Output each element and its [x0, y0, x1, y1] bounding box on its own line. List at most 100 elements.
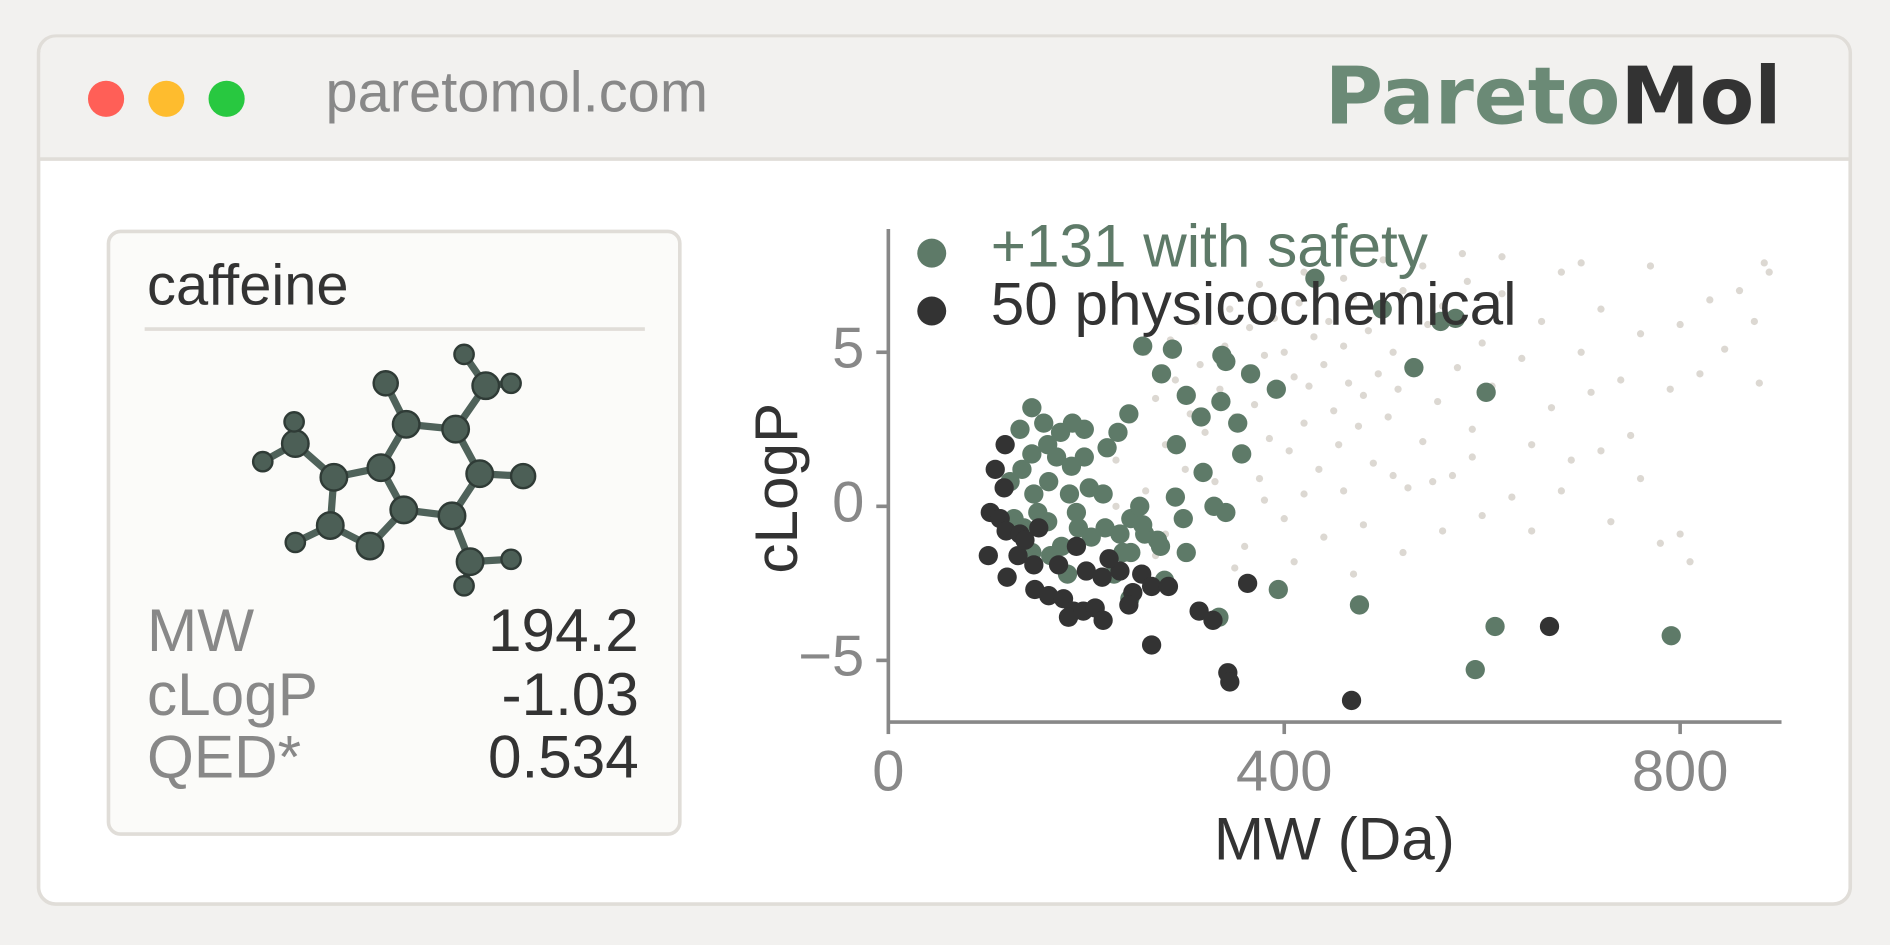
logo-prefix: Pareto [1325, 49, 1621, 142]
data-point [1074, 447, 1094, 467]
data-point [1203, 610, 1223, 630]
data-point [1110, 524, 1130, 544]
data-point [1191, 407, 1211, 427]
data-point [1166, 435, 1187, 455]
background-point [1196, 360, 1204, 369]
property-label: QED* [147, 723, 301, 791]
background-point [1340, 274, 1348, 282]
logo: ParetoMol [1325, 49, 1782, 142]
background-point [1344, 379, 1353, 387]
property-value: -1.03 [502, 660, 639, 728]
data-point [1539, 616, 1560, 637]
data-point [1024, 484, 1044, 504]
data-point [1093, 610, 1113, 630]
data-point [1216, 351, 1236, 372]
data-point [1046, 447, 1067, 467]
background-point [1201, 428, 1209, 436]
data-point [1066, 502, 1087, 523]
background-point [1374, 370, 1382, 378]
url[interactable]: paretomol.com [325, 61, 708, 125]
data-point [1108, 422, 1128, 443]
background-point [1379, 256, 1387, 264]
background-point [1280, 515, 1288, 523]
background-point [1340, 487, 1348, 495]
background-point [1627, 431, 1635, 440]
background-point [1468, 425, 1476, 433]
background-point [1676, 530, 1684, 538]
data-point [1232, 444, 1252, 464]
background-point [1518, 354, 1526, 363]
background-point [1399, 548, 1407, 557]
background-point [1320, 533, 1328, 541]
maximize-button[interactable] [208, 80, 245, 117]
background-point [1498, 290, 1506, 298]
background-point [1112, 502, 1120, 510]
data-point [1133, 515, 1153, 535]
data-point [1119, 404, 1139, 424]
background-point [1686, 558, 1694, 566]
background-point [1448, 471, 1457, 480]
data-point [1039, 586, 1059, 606]
data-point [1193, 462, 1213, 483]
data-point [997, 567, 1017, 587]
background-point [1389, 471, 1397, 480]
background-point [1354, 422, 1363, 430]
background-point [1359, 391, 1368, 400]
data-point [1141, 635, 1162, 655]
background-point [1468, 453, 1476, 461]
data-point [1074, 419, 1094, 439]
background-point [1310, 333, 1318, 341]
data-point [1010, 419, 1030, 439]
data-point [1093, 484, 1113, 504]
background-point [1458, 250, 1467, 258]
background-point [1636, 330, 1645, 338]
background-point [1255, 280, 1264, 289]
data-point [1189, 601, 1209, 621]
background-point [1290, 373, 1298, 381]
data-point [1099, 549, 1119, 569]
background-point [1617, 376, 1625, 384]
data-point [994, 478, 1014, 498]
data-point [1372, 299, 1392, 319]
data-point [1012, 459, 1032, 479]
close-button[interactable] [87, 80, 125, 117]
background-point [1290, 558, 1298, 566]
data-point [1341, 690, 1362, 711]
molecule-structure [251, 343, 537, 597]
background-point [1706, 296, 1714, 304]
y-axis-label: cLogP [742, 403, 810, 574]
background-point [1750, 317, 1758, 326]
data-point [1081, 527, 1101, 547]
data-point [1216, 502, 1236, 523]
data-point [985, 459, 1005, 479]
background-point [1587, 388, 1595, 396]
background-point [1320, 360, 1328, 369]
background-point [1429, 478, 1437, 486]
background-point [1191, 317, 1199, 326]
background-point [1696, 370, 1704, 378]
background-point [1335, 441, 1343, 449]
background-point [1255, 474, 1264, 483]
data-point [1404, 358, 1424, 378]
background-point [1666, 385, 1674, 393]
background-point [1404, 484, 1412, 492]
x-axis-label: MW (Da) [1214, 805, 1455, 873]
background-point [1577, 259, 1585, 267]
property-label: MW [147, 596, 254, 664]
data-point [1305, 268, 1325, 288]
data-point [1095, 518, 1115, 538]
background-point [1478, 339, 1486, 347]
data-point [1445, 308, 1466, 329]
data-point [1158, 576, 1179, 597]
data-point [1048, 555, 1069, 575]
data-point [1165, 487, 1186, 507]
data-point [1039, 472, 1059, 492]
minimize-button[interactable] [148, 80, 185, 117]
background-point [1305, 382, 1313, 390]
data-point [1066, 536, 1087, 557]
data-point [1024, 555, 1044, 575]
data-point [1121, 542, 1141, 563]
y-tick-label: 5 [832, 317, 864, 381]
data-point [1028, 502, 1048, 523]
background-point [1260, 496, 1269, 504]
